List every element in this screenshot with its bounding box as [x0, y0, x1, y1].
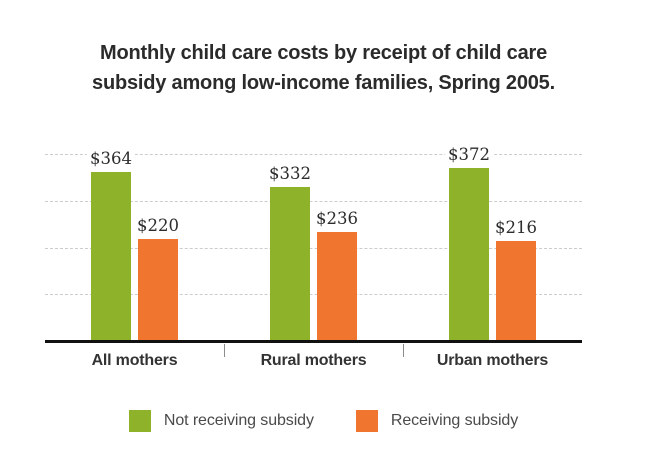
bar-0-series-0: $364: [87, 149, 135, 342]
legend-label-not-receiving-subsidy: Not receiving subsidy: [163, 412, 314, 429]
legend: Not receiving subsidy Receiving subsidy: [0, 410, 647, 432]
bar-group-1: $332 $236: [224, 155, 403, 342]
bar-value-label: $236: [313, 209, 361, 229]
legend-label-receiving-subsidy: Receiving subsidy: [390, 412, 519, 429]
bar-value-label: $364: [87, 149, 135, 169]
bar-0-series-1: $220: [134, 216, 182, 342]
chart-title-line1: Monthly child care costs by receipt of c…: [100, 42, 547, 64]
bar-group-2: $372 $216: [403, 145, 582, 342]
bar-value-label: $372: [445, 145, 493, 166]
category-label-0: All mothers: [91, 352, 178, 369]
legend-item-not-receiving-subsidy: Not receiving subsidy: [128, 410, 314, 432]
bar-value-label: $220: [134, 216, 182, 237]
legend-swatch-not-receiving-subsidy: [128, 410, 151, 432]
gridline-300: [45, 200, 582, 202]
plot-area: $364 $220 $332 $236 $372 $216: [45, 145, 582, 357]
bar-2-series-0: $372: [445, 145, 493, 342]
gridline-100: [45, 294, 582, 296]
bar-value-label: $332: [266, 164, 314, 184]
category-label-2: Urban mothers: [436, 352, 549, 369]
bar-value-label: $216: [492, 218, 540, 239]
legend-item-receiving-subsidy: Receiving subsidy: [355, 410, 519, 432]
category-label-1: Rural mothers: [260, 352, 367, 369]
bar-2-series-1: $216: [492, 218, 540, 342]
chart-title: Monthly child care costs by receipt of c…: [34, 0, 614, 98]
bar-groups: $364 $220 $332 $236 $372 $216: [45, 145, 582, 342]
legend-swatch-receiving-subsidy: [355, 410, 378, 432]
bar-1-series-0: $332: [266, 164, 314, 342]
gridline-200: [45, 247, 582, 249]
category-labels: All mothers Rural mothers Urban mothers: [45, 352, 582, 370]
x-axis-line: [45, 340, 582, 343]
axis-tick-2: [403, 344, 404, 357]
bar-group-0: $364 $220: [45, 149, 224, 342]
chart-title-line2: subsidy among low-income families, Sprin…: [92, 72, 555, 94]
bar-1-series-1: $236: [313, 209, 361, 342]
axis-tick-1: [224, 344, 225, 357]
gridline-400: [45, 154, 582, 155]
